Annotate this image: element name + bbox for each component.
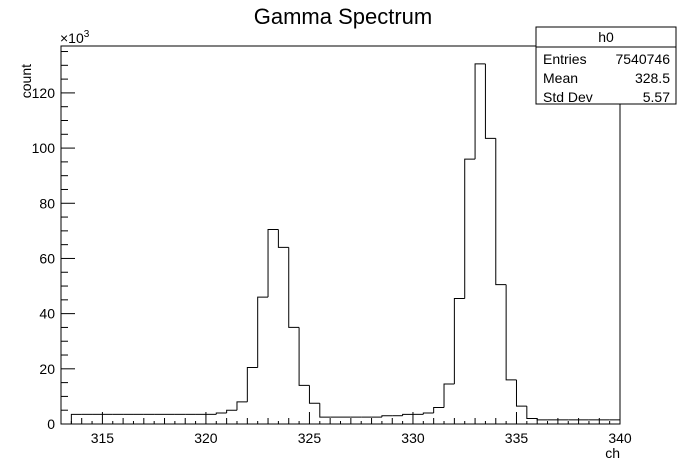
histogram-bin [536, 418, 548, 421]
x-tick-label: 340 [608, 430, 632, 446]
stats-box-frame [535, 26, 677, 105]
histogram-bin [453, 297, 465, 384]
histogram-bin [277, 229, 289, 248]
histogram-bin [402, 413, 413, 416]
y-tick-label: 20 [39, 361, 55, 377]
stats-row-value: 7540746 [615, 51, 670, 67]
y-tick-label: 60 [39, 250, 55, 266]
stats-row-value: 328.5 [635, 70, 670, 86]
histogram-bin [308, 385, 320, 404]
histogram-bin [236, 401, 248, 411]
histogram-bin [505, 284, 517, 381]
histogram-bin [257, 296, 269, 368]
stats-row-label: Std Dev [543, 89, 593, 105]
histogram-bin [267, 228, 279, 298]
x-tick-label: 315 [91, 430, 115, 446]
histogram-bin [515, 379, 527, 407]
histogram-bin [433, 406, 445, 413]
histogram-bin [215, 412, 227, 415]
x-tick-label: 335 [505, 430, 529, 446]
y-tick-label: 40 [39, 306, 55, 322]
x-tick-label: 325 [298, 430, 322, 446]
histogram-bin [288, 247, 300, 328]
histogram-bin [526, 406, 538, 419]
y-tick-label: 0 [47, 416, 55, 432]
stats-row-value: 5.57 [643, 89, 670, 105]
histogram-bin [298, 327, 310, 386]
y-axis-label: count [18, 64, 34, 98]
stats-box-name: h0 [598, 29, 614, 45]
histogram-bin [464, 158, 476, 299]
y-multiplier-base: ×10 [60, 30, 84, 46]
stats-row-label: Entries [543, 51, 587, 67]
histogram-bin [495, 138, 507, 286]
y-tick-label: 120 [32, 85, 56, 101]
stats-row-label: Mean [543, 70, 578, 86]
histogram-bin [70, 413, 82, 424]
x-tick-label: 330 [401, 430, 425, 446]
y-axis-multiplier: ×103 [60, 29, 90, 46]
histogram-bin [484, 63, 496, 139]
stats-box: h0 Entries 7540746 Mean 328.5 Std Dev 5.57 [535, 26, 677, 105]
y-multiplier-exponent: 3 [84, 29, 90, 40]
histogram-bin [226, 409, 237, 413]
x-tick-label: 320 [194, 430, 218, 446]
histogram-bin [319, 403, 331, 418]
histogram-bin [422, 412, 434, 415]
chart-title: Gamma Spectrum [254, 4, 433, 29]
y-tick-label: 80 [39, 195, 55, 211]
y-tick-label: 100 [32, 140, 56, 156]
histogram-bin [474, 63, 486, 160]
histogram-bin [246, 366, 258, 402]
x-axis-label: ch [605, 445, 620, 461]
histogram-bin [381, 415, 393, 418]
histogram-bin [443, 383, 455, 408]
